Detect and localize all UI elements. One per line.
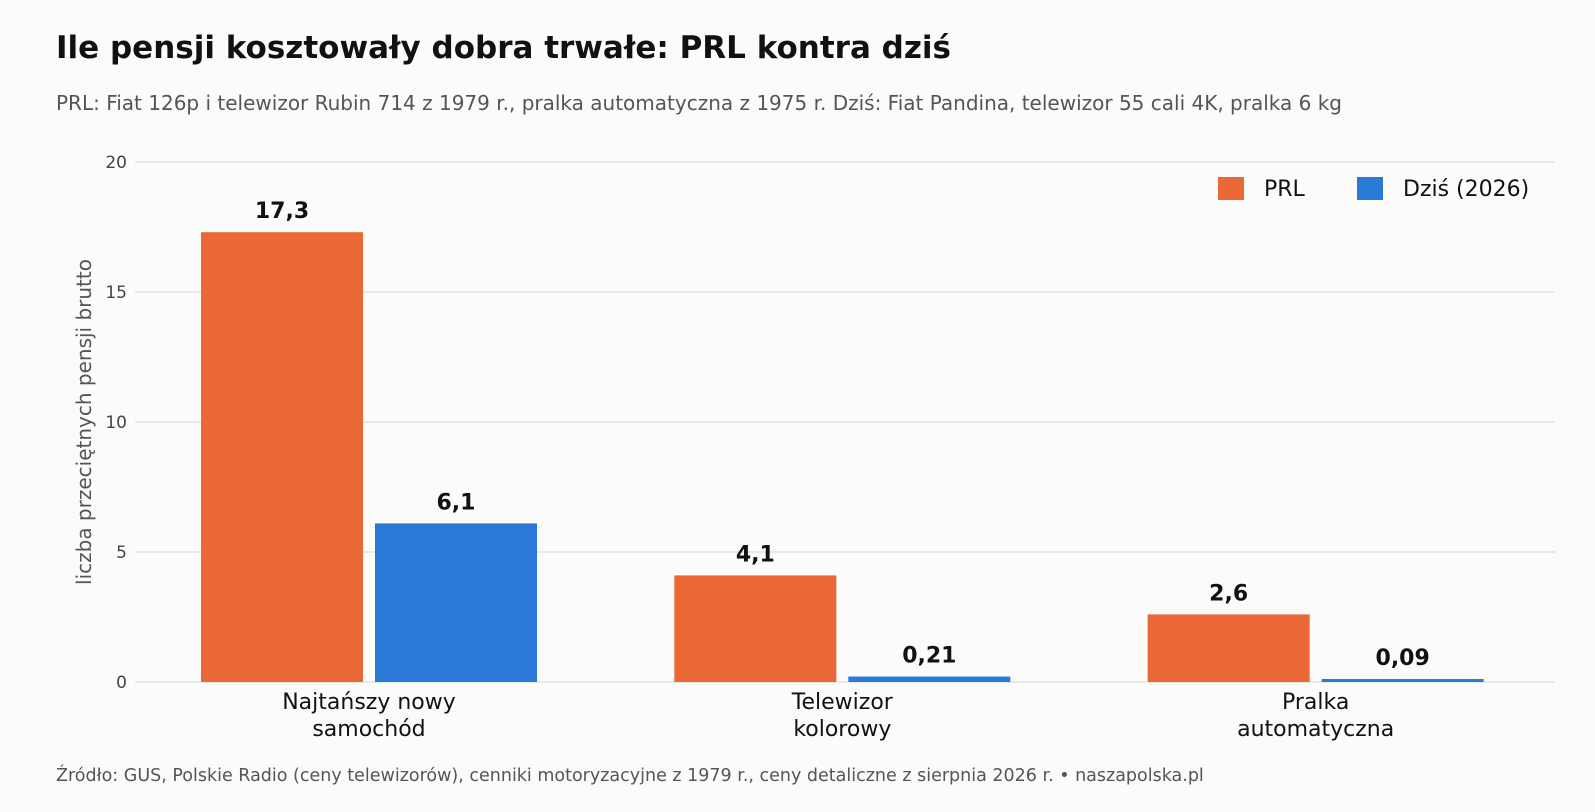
bar — [674, 575, 837, 682]
bar — [201, 232, 363, 682]
data-label: 0,21 — [902, 644, 956, 669]
data-label: 0,09 — [1376, 646, 1430, 671]
data-label: 17,3 — [255, 199, 309, 224]
x-tick-label: Najtańszy nowy — [282, 690, 456, 715]
legend-label: PRL — [1264, 177, 1306, 202]
legend-label: Dziś (2026) — [1403, 177, 1529, 202]
y-tick-label: 15 — [105, 283, 127, 303]
chart-title: Ile pensji kosztowały dobra trwałe: PRL … — [56, 30, 951, 66]
bar — [375, 523, 537, 682]
data-label: 4,1 — [736, 542, 775, 567]
data-label: 2,6 — [1209, 581, 1248, 606]
source-note: Źródło: GUS, Polskie Radio (ceny telewiz… — [56, 766, 1204, 786]
x-tick-label: automatyczna — [1237, 717, 1394, 742]
bar — [1321, 679, 1484, 682]
x-tick-label: Telewizor — [791, 690, 894, 715]
bar — [1147, 614, 1310, 682]
chart-subtitle: PRL: Fiat 126p i telewizor Rubin 714 z 1… — [56, 91, 1342, 115]
y-tick-label: 0 — [116, 673, 127, 693]
bars — [201, 232, 1484, 682]
y-tick-label: 5 — [116, 543, 127, 563]
data-label: 6,1 — [437, 490, 476, 515]
x-tick-label: kolorowy — [793, 717, 891, 742]
axes: 0 5 10 15 20 liczba przeciętnych pensji brutt… — [72, 153, 1394, 742]
bar — [848, 676, 1011, 682]
legend-swatch — [1218, 177, 1244, 200]
x-tick-label: samochód — [312, 717, 425, 742]
legend: PRL Dziś (2026) — [1218, 177, 1529, 202]
y-tick-label: 10 — [105, 413, 127, 433]
legend-swatch — [1357, 177, 1383, 200]
y-axis-label: liczba przeciętnych pensji brutto — [72, 259, 96, 585]
y-tick-label: 20 — [105, 153, 127, 173]
value-labels: 17,3 6,1 4,1 0,21 2,6 0,09 — [255, 199, 1430, 671]
gridlines — [135, 161, 1555, 683]
x-tick-label: Pralka — [1282, 690, 1349, 715]
